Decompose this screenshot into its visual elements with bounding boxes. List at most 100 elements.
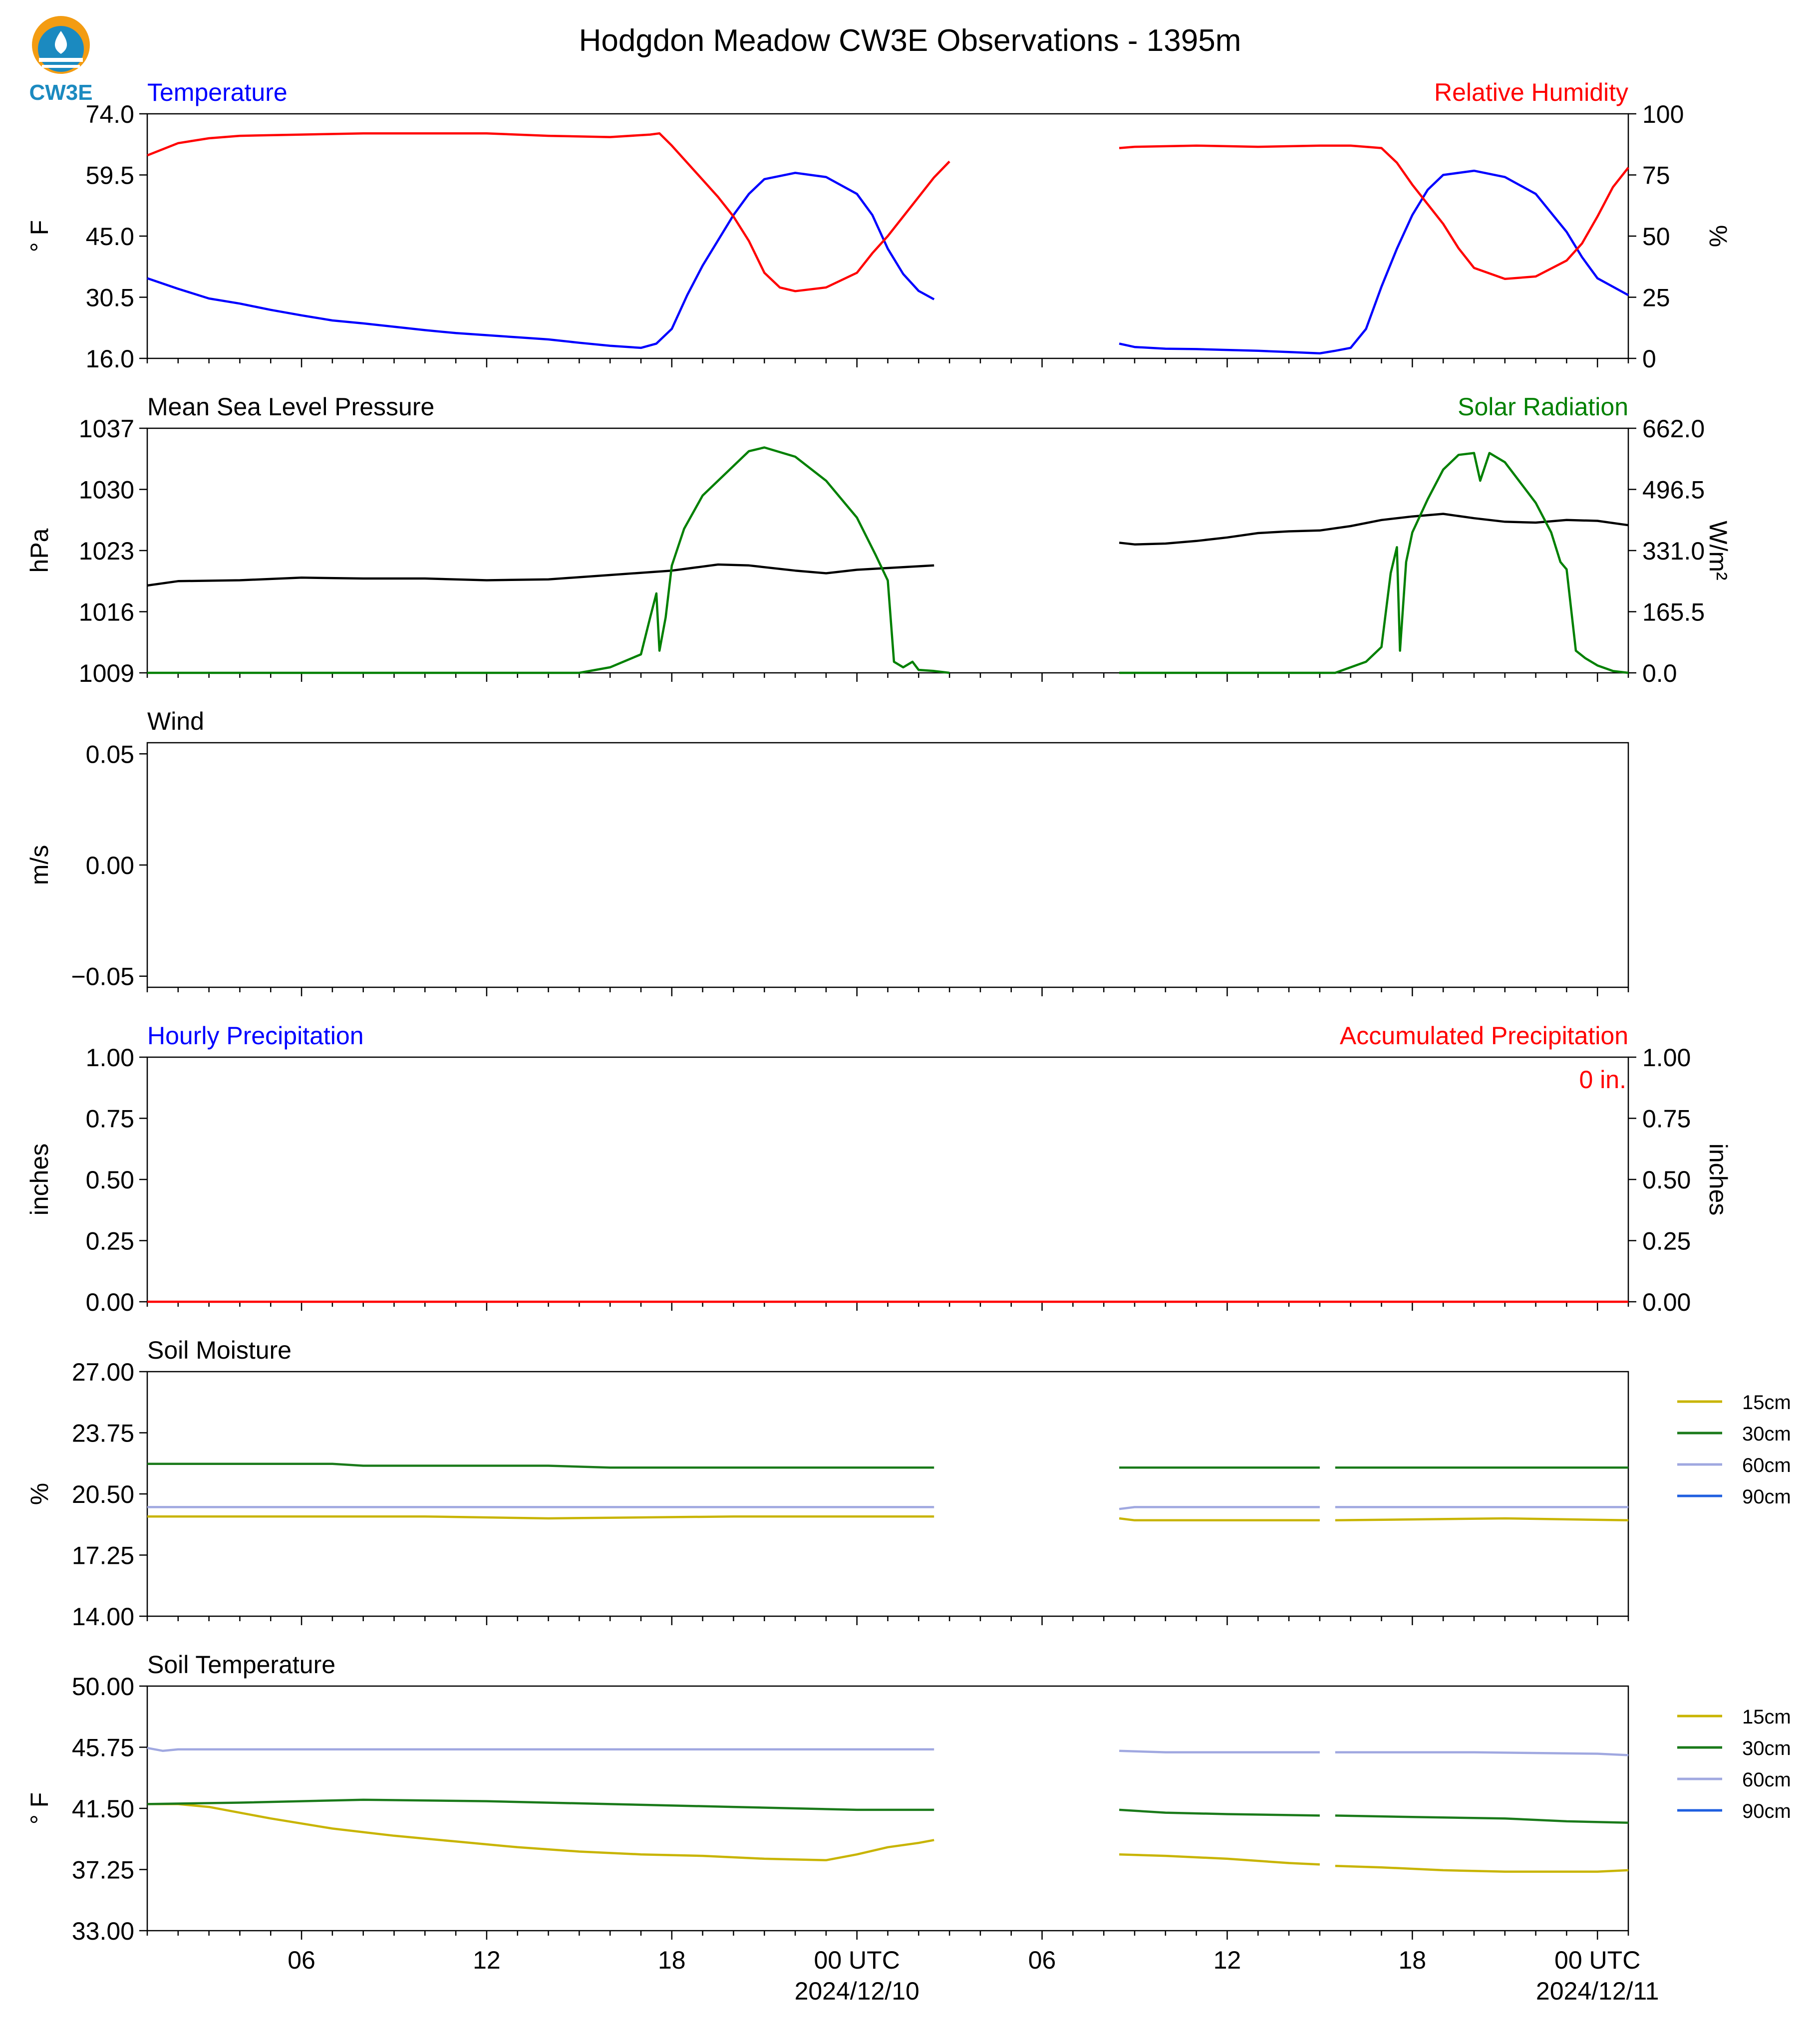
legend-label: 60cm (1742, 1769, 1791, 1791)
ytick-label: 0.00 (86, 852, 134, 879)
ytick-right-label: 0.75 (1642, 1105, 1691, 1133)
series-line-0 (1119, 169, 1629, 355)
ytick-label: 37.25 (72, 1856, 134, 1884)
ytick-right-label: 0.00 (1642, 1288, 1691, 1316)
panel-2: Wind 0.05 0.00 −0.05 m/s (25, 707, 1629, 996)
ytick-right-label: 165.5 (1642, 598, 1705, 626)
ytick-label: 20.50 (72, 1480, 134, 1508)
series-line-30cm (147, 1462, 934, 1469)
ylabel: % (25, 1483, 53, 1505)
series-line-1 (147, 132, 950, 292)
ytick-label: 0.50 (86, 1166, 134, 1194)
ytick-label: 23.75 (72, 1420, 134, 1448)
xtick-label: 06 (288, 1946, 315, 1974)
panel-0: Temperature Relative Humidity 74.0 59.5 45.0… (25, 78, 1732, 373)
legend-label: 15cm (1742, 1706, 1791, 1728)
legend-label: 90cm (1742, 1800, 1791, 1822)
ytick-label: 45.0 (86, 223, 134, 251)
panel-frame (146, 1056, 1629, 1303)
ytick-label: 0.75 (86, 1105, 134, 1133)
ylabel: m/s (25, 845, 53, 885)
series-line-0 (147, 172, 935, 349)
ylabel: ° F (25, 1792, 53, 1824)
panel-1: Mean Sea Level Pressure Solar Radiation 10… (25, 393, 1732, 687)
ytick-right-label: 25 (1642, 284, 1670, 312)
panel-frame (146, 1371, 1629, 1617)
panel-title-right: Accumulated Precipitation (1340, 1022, 1628, 1050)
ytick-label: 0.00 (86, 1288, 134, 1316)
panel-3: Hourly Precipitation Accumulated Precipit… (25, 1022, 1732, 1316)
series-line-15cm (1119, 1517, 1320, 1522)
series-line-60cm (1119, 1749, 1320, 1753)
series-line-15cm (147, 1515, 934, 1520)
ytick-label: 1009 (79, 659, 134, 687)
figure-title: Hodgdon Meadow CW3E Observations - 1395m (579, 23, 1241, 58)
ytick-label: 59.5 (86, 162, 134, 190)
panel-title-left: Temperature (147, 78, 288, 106)
ytick-label: 45.75 (72, 1734, 134, 1762)
xtick-label: 06 (1028, 1946, 1056, 1974)
legend-label: 30cm (1742, 1423, 1791, 1445)
ytick-label: 0.05 (86, 740, 134, 768)
series-line-60cm (1335, 1751, 1629, 1756)
series-line-0 (1119, 513, 1629, 546)
ytick-label: 1030 (79, 476, 134, 504)
ytick-label: 30.5 (86, 284, 134, 312)
date-label: 2024/12/10 (795, 1977, 919, 2005)
ytick-label: 16.0 (86, 345, 134, 373)
ytick-label: 0.25 (86, 1227, 134, 1255)
ytick-right-label: 1.00 (1642, 1044, 1691, 1072)
ytick-label: 33.00 (72, 1917, 134, 1945)
ytick-right-label: 0.0 (1642, 659, 1677, 687)
xtick-label: 00 UTC (1554, 1946, 1640, 1974)
ytick-right-label: 75 (1642, 162, 1670, 190)
xtick-label: 00 UTC (814, 1946, 900, 1974)
ytick-label: 27.00 (72, 1358, 134, 1386)
cw3e-logo: CW3E (29, 16, 93, 105)
series-line-30cm (1335, 1814, 1629, 1824)
ytick-label: 1037 (79, 415, 134, 443)
ytick-right-label: 662.0 (1642, 415, 1705, 443)
series-line-30cm (147, 1798, 934, 1811)
panel-frame (146, 427, 1629, 674)
legend-label: 90cm (1742, 1486, 1791, 1508)
legend-label: 30cm (1742, 1738, 1791, 1759)
series-line-30cm (1119, 1808, 1320, 1817)
ytick-right-label: 100 (1642, 100, 1684, 128)
ytick-right-label: 331.0 (1642, 537, 1705, 565)
panel-title-left: Mean Sea Level Pressure (147, 393, 434, 421)
date-label: 2024/12/11 (1536, 1977, 1659, 2005)
panel-5: Soil Temperature 50.00 45.75 41.50 37.25 33.0… (25, 1651, 1791, 1945)
ytick-right-label: 496.5 (1642, 476, 1705, 504)
panel-frame (146, 742, 1629, 988)
panel-title-right: Relative Humidity (1434, 78, 1628, 106)
series-line-15cm (1335, 1865, 1629, 1873)
panels: Temperature Relative Humidity 74.0 59.5 45.0… (25, 78, 1791, 2005)
panel-title-left: Hourly Precipitation (147, 1022, 364, 1050)
panel-title-left: Soil Moisture (147, 1336, 292, 1364)
xtick-label: 18 (1399, 1946, 1427, 1974)
ylabel: hPa (25, 528, 53, 573)
panel-annotation: 0 in. (1579, 1066, 1626, 1094)
series-line-15cm (1119, 1853, 1320, 1866)
panel-4: Soil Moisture 27.00 23.75 20.50 17.25 14.00% 1… (25, 1336, 1791, 1631)
ytick-label: 41.50 (72, 1795, 134, 1823)
logo-text: CW3E (29, 80, 92, 105)
panel-frame (146, 1685, 1629, 1932)
ytick-label: 74.0 (86, 100, 134, 128)
panel-title-left: Wind (147, 707, 204, 735)
series-line-60cm (147, 1746, 934, 1752)
ytick-right-label: 0.50 (1642, 1166, 1691, 1194)
series-line-60cm (1119, 1506, 1320, 1510)
ylabel: ° F (25, 220, 53, 252)
series-line-0 (147, 563, 934, 587)
ytick-label: 14.00 (72, 1603, 134, 1631)
ytick-label: 17.25 (72, 1542, 134, 1570)
ytick-right-label: 0.25 (1642, 1227, 1691, 1255)
series-line-15cm (147, 1803, 934, 1862)
series-line-1 (1119, 452, 1629, 674)
ylabel: inches (25, 1144, 53, 1216)
xtick-label: 18 (658, 1946, 686, 1974)
series-line-1 (147, 446, 950, 674)
